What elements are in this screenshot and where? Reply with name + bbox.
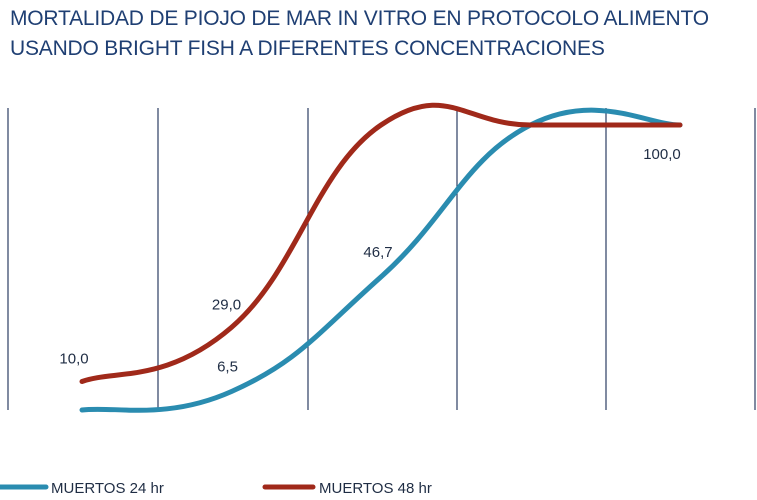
legend-label-24hr: MUERTOS 24 hr bbox=[51, 480, 164, 497]
series-lines bbox=[79, 102, 683, 413]
data-labels: 6,5 46,7 100,0 10,0 29,0 bbox=[59, 146, 680, 375]
vertical-gridlines bbox=[7, 108, 756, 410]
data-label: 100,0 bbox=[643, 146, 681, 163]
chart-title: MORTALIDAD DE PIOJO DE MAR IN VITRO EN P… bbox=[10, 4, 750, 64]
legend-label-48hr: MUERTOS 48 hr bbox=[319, 480, 432, 497]
series-line-48hr bbox=[79, 102, 683, 384]
legend: MUERTOS 24 hr MUERTOS 48 hr bbox=[0, 480, 432, 497]
data-label: 29,0 bbox=[212, 296, 241, 313]
series-line-24hr bbox=[79, 107, 683, 413]
data-label: 10,0 bbox=[59, 351, 88, 368]
chart-title-line-2: USANDO BRIGHT FISH A DIFERENTES CONCENTR… bbox=[10, 37, 605, 60]
data-label: 46,7 bbox=[363, 244, 392, 261]
data-label: 6,5 bbox=[217, 358, 238, 375]
chart-title-line-1: MORTALIDAD DE PIOJO DE MAR IN VITRO EN P… bbox=[10, 7, 709, 30]
